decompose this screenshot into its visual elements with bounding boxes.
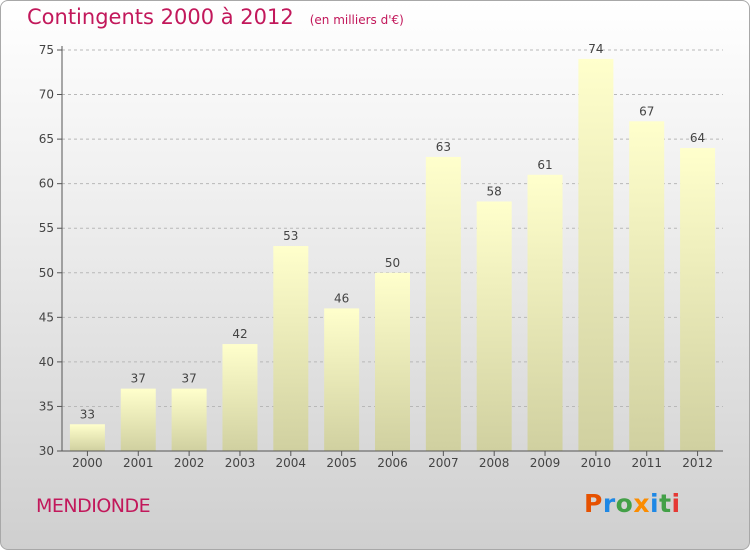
x-tick-label-2011: 2011 [631,456,662,470]
y-tick-label-30: 30 [39,444,54,458]
bar-2002 [171,388,207,451]
x-tick-label-2010: 2010 [581,456,612,470]
y-tick-label-70: 70 [39,88,54,102]
bar-2012 [680,148,716,451]
bar-2000 [69,424,105,451]
logo-letter: i [671,489,681,518]
commune-name: MENDIONDE [36,495,151,517]
data-label-2004: 53 [283,229,298,243]
logo-letter: P [584,489,603,518]
x-tick-label-2007: 2007 [428,456,459,470]
bar-2003 [222,344,258,451]
data-label-2007: 63 [436,140,451,154]
bar-2004 [273,246,309,451]
x-tick-label-2003: 2003 [225,456,256,470]
y-tick-label-45: 45 [39,310,54,324]
x-tick-label-2006: 2006 [377,456,408,470]
y-tick-label-60: 60 [39,177,54,191]
x-tick-label-2004: 2004 [276,456,307,470]
data-label-2005: 46 [334,291,349,305]
data-label-2002: 37 [181,372,196,386]
bar-2007 [425,156,461,451]
x-tick-label-2012: 2012 [682,456,713,470]
data-label-2010: 74 [588,42,603,56]
y-tick-label-55: 55 [39,221,54,235]
labels-layer: 30 35 40 45 50 55 60 65 70 75 33 2000 37 2001 37 2002 42… [39,42,713,470]
bars-layer [69,58,716,452]
x-tick-label-2009: 2009 [530,456,561,470]
logo-letter: r [602,489,616,518]
bar-2006 [375,272,410,451]
logo-letter: o [615,489,634,518]
y-tick-label-75: 75 [39,43,54,57]
data-label-2008: 58 [487,184,502,198]
y-tick-label-65: 65 [39,132,54,146]
x-tick-label-2002: 2002 [174,456,205,470]
axes-layer [57,46,723,456]
x-tick-label-2008: 2008 [479,456,510,470]
bar-2005 [324,308,360,451]
logo-letter: i [650,489,660,518]
proxiti-logo[interactable]: Proxiti [584,489,681,518]
x-tick-label-2001: 2001 [123,456,154,470]
bar-2011 [629,121,665,452]
data-label-2011: 67 [639,104,654,118]
data-label-2006: 50 [385,256,400,270]
bar-2008 [476,201,512,451]
logo-letter: t [659,489,672,518]
data-label-2003: 42 [232,327,247,341]
x-tick-label-2005: 2005 [326,456,357,470]
y-tick-label-50: 50 [39,266,54,280]
data-label-2001: 37 [131,372,146,386]
bar-2009 [527,174,563,451]
data-label-2000: 33 [80,407,95,421]
chart-subtitle: (en milliers d'€) [309,13,404,27]
y-tick-label-40: 40 [39,355,54,369]
y-tick-label-35: 35 [39,399,54,413]
chart-title-text: Contingents 2000 à 2012 [27,5,294,29]
bar-2010 [578,58,614,452]
bar-2001 [120,388,156,451]
data-label-2012: 64 [690,131,705,145]
data-label-2009: 61 [537,158,552,172]
x-tick-label-2000: 2000 [72,456,103,470]
chart-title: Contingents 2000 à 2012 (en milliers d'€) [27,5,404,29]
logo-letter: x [633,489,650,518]
